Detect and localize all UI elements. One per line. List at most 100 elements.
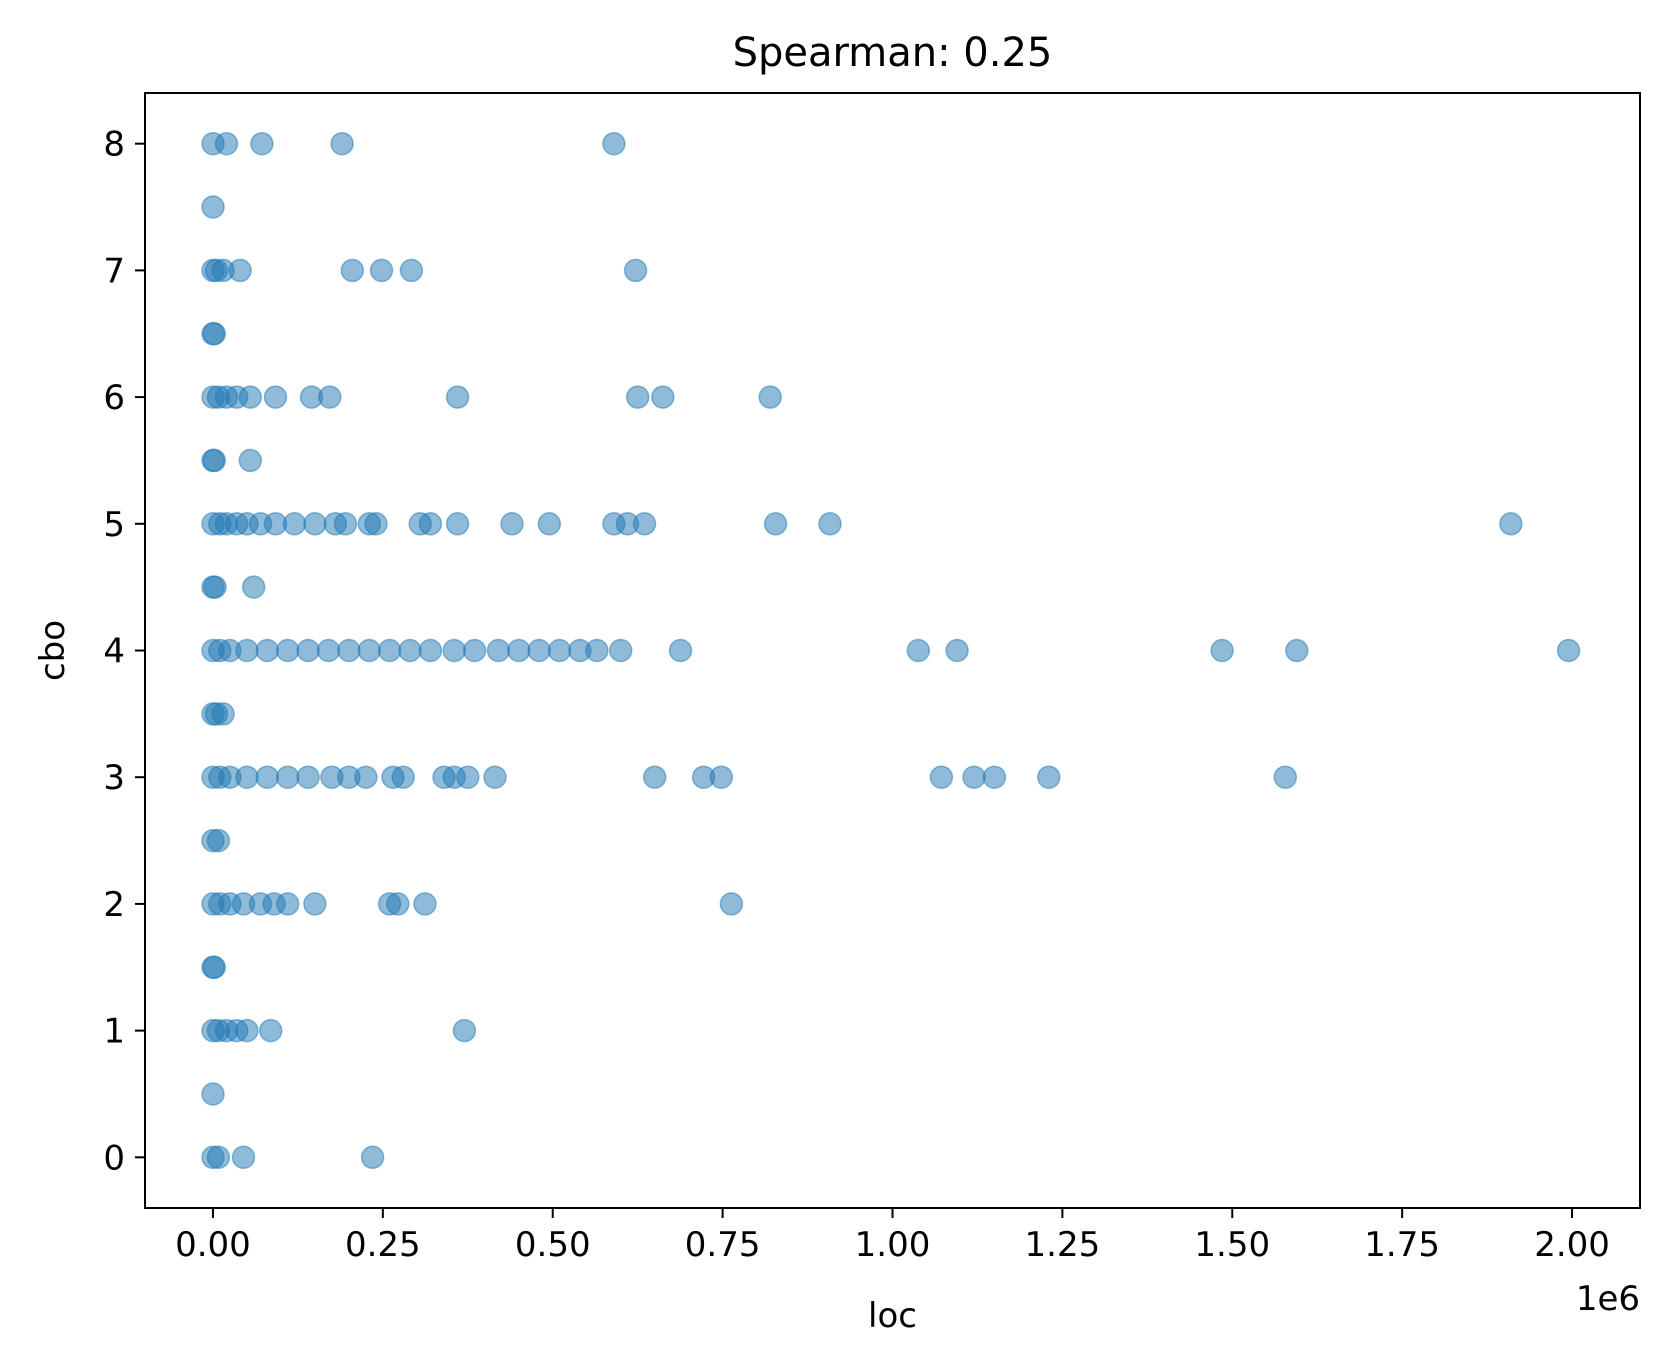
data-point xyxy=(1285,638,1309,663)
data-point xyxy=(962,765,986,789)
data-point xyxy=(330,131,354,156)
data-point xyxy=(211,702,235,726)
data-point xyxy=(354,765,378,789)
data-point xyxy=(507,638,531,663)
data-point xyxy=(296,765,320,789)
chart-title: Spearman: 0.25 xyxy=(733,30,1053,76)
data-point xyxy=(201,1082,225,1106)
data-point xyxy=(255,638,280,663)
data-point xyxy=(945,638,969,663)
data-point xyxy=(456,765,480,789)
data-point xyxy=(1210,638,1234,663)
y-tick-label: 4 xyxy=(103,632,125,672)
data-point xyxy=(235,1018,259,1043)
data-point xyxy=(275,765,300,789)
y-tick-label: 7 xyxy=(103,251,125,291)
data-point xyxy=(585,638,609,663)
data-point xyxy=(719,892,744,916)
data-point xyxy=(241,575,266,599)
data-point xyxy=(377,638,402,663)
data-point xyxy=(527,638,551,663)
y-tick-label: 3 xyxy=(103,758,125,798)
data-point xyxy=(238,448,263,473)
data-point xyxy=(275,638,300,663)
data-point xyxy=(709,765,734,789)
data-point xyxy=(486,638,511,663)
data-point xyxy=(625,385,650,409)
data-point xyxy=(235,765,259,789)
data-point xyxy=(391,765,415,789)
data-point xyxy=(235,638,259,663)
data-point xyxy=(282,512,307,536)
data-point xyxy=(818,512,842,536)
data-point xyxy=(500,512,524,536)
y-axis: 0 1 2 3 4 5 6 7 8 xyxy=(103,125,145,1178)
data-point xyxy=(357,638,382,663)
data-point xyxy=(238,385,263,409)
data-point xyxy=(445,385,470,409)
data-point xyxy=(537,512,562,536)
data-point xyxy=(364,512,388,536)
data-point xyxy=(333,512,358,536)
x-tick-label: 1.25 xyxy=(1025,1225,1101,1265)
data-point xyxy=(206,1145,231,1170)
data-point xyxy=(303,892,327,916)
data-point xyxy=(255,765,280,789)
data-point xyxy=(203,575,227,599)
y-tick-label: 6 xyxy=(103,378,125,418)
data-point xyxy=(360,1145,385,1170)
data-point xyxy=(318,385,342,409)
data-point xyxy=(386,892,410,916)
x-axis-label: loc xyxy=(868,1296,917,1336)
data-point xyxy=(763,512,788,536)
x-tick-label: 1.00 xyxy=(855,1225,931,1265)
data-point xyxy=(651,385,675,409)
data-point xyxy=(418,512,443,536)
data-point xyxy=(608,638,633,663)
x-tick-label: 0.25 xyxy=(345,1225,421,1265)
data-point xyxy=(275,892,300,916)
x-tick-label: 0.50 xyxy=(515,1225,591,1265)
data-point xyxy=(399,258,424,283)
data-point xyxy=(623,258,648,283)
x-tick-label: 1.50 xyxy=(1194,1225,1270,1265)
x-tick-label: 0.75 xyxy=(685,1225,761,1265)
data-point xyxy=(316,638,341,663)
data-point xyxy=(1556,638,1581,663)
data-point xyxy=(1499,512,1523,536)
data-point xyxy=(258,1018,283,1043)
x-tick-label: 1.75 xyxy=(1364,1225,1440,1265)
data-point xyxy=(483,765,507,789)
data-point xyxy=(632,512,657,536)
data-point xyxy=(982,765,1007,789)
data-point xyxy=(202,448,227,473)
y-tick-label: 2 xyxy=(103,885,125,925)
data-point xyxy=(202,955,227,980)
data-point xyxy=(398,638,422,663)
data-point xyxy=(201,195,225,219)
data-point xyxy=(340,258,365,283)
data-point xyxy=(369,258,394,283)
data-point xyxy=(214,131,239,156)
data-point xyxy=(462,638,487,663)
data-point xyxy=(668,638,693,663)
data-point xyxy=(303,512,327,536)
x-tick-label: 0.00 xyxy=(175,1225,251,1265)
data-point xyxy=(602,131,626,156)
data-point xyxy=(263,385,288,409)
data-point xyxy=(906,638,931,663)
y-tick-label: 8 xyxy=(103,125,125,165)
data-point xyxy=(929,765,954,789)
data-point xyxy=(547,638,572,663)
scatter-points xyxy=(201,131,1581,1170)
y-tick-label: 1 xyxy=(103,1012,125,1052)
data-point xyxy=(337,638,361,663)
data-point xyxy=(418,638,443,663)
data-point xyxy=(442,638,466,663)
y-tick-label: 0 xyxy=(103,1138,125,1178)
y-axis-label: cbo xyxy=(33,620,73,681)
data-point xyxy=(296,638,320,663)
data-point xyxy=(452,1018,477,1043)
data-point xyxy=(202,321,227,346)
